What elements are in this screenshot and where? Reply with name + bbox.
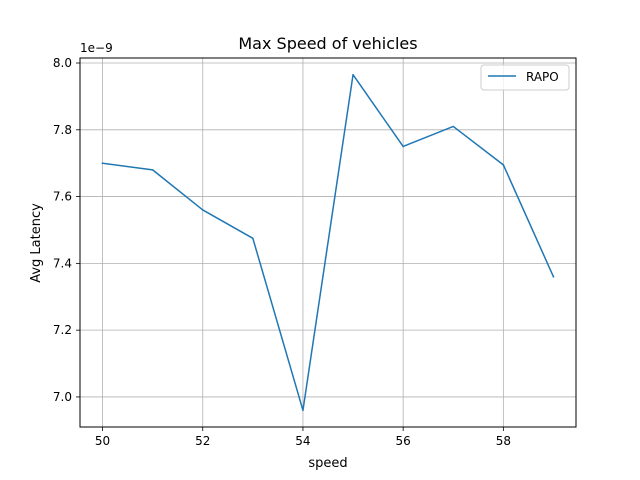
y-tick-label: 8.0 [53, 56, 72, 70]
y-offset-label: 1e−9 [80, 41, 113, 55]
series-line-rapo [101, 73, 555, 412]
data-point [352, 73, 354, 76]
legend: RAPO [480, 64, 570, 91]
data-point [502, 164, 505, 166]
legend-label-rapo: RAPO [526, 70, 559, 84]
x-tick-label: 54 [295, 434, 310, 448]
x-axis-label: speed [308, 456, 347, 471]
data-point [201, 209, 204, 211]
axis-ticks: 50 52 54 56 58 7.0 7.2 7.4 7.6 7.8 8.0 [53, 56, 511, 448]
data-point [151, 169, 154, 171]
data-point [252, 237, 254, 240]
data-point [302, 409, 304, 412]
data-point [101, 162, 104, 164]
data-point [402, 145, 404, 148]
x-tick-label: 52 [195, 434, 210, 448]
y-tick-label: 7.0 [53, 390, 72, 404]
y-axis-label: Avg Latency [29, 203, 44, 283]
legend-box [480, 64, 570, 91]
y-tick-label: 7.2 [53, 323, 72, 337]
grid-lines [80, 58, 576, 427]
x-tick-label: 58 [496, 434, 511, 448]
y-tick-label: 7.4 [53, 256, 72, 270]
x-tick-label: 50 [95, 434, 110, 448]
data-point [552, 275, 555, 278]
y-tick-label: 7.6 [53, 190, 72, 204]
series-lines [101, 73, 555, 412]
x-tick-label: 56 [396, 434, 411, 448]
y-tick-label: 7.8 [53, 123, 72, 137]
plot-frame [79, 57, 577, 428]
data-point [452, 125, 455, 128]
chart-title: Max Speed of vehicles [238, 34, 417, 53]
